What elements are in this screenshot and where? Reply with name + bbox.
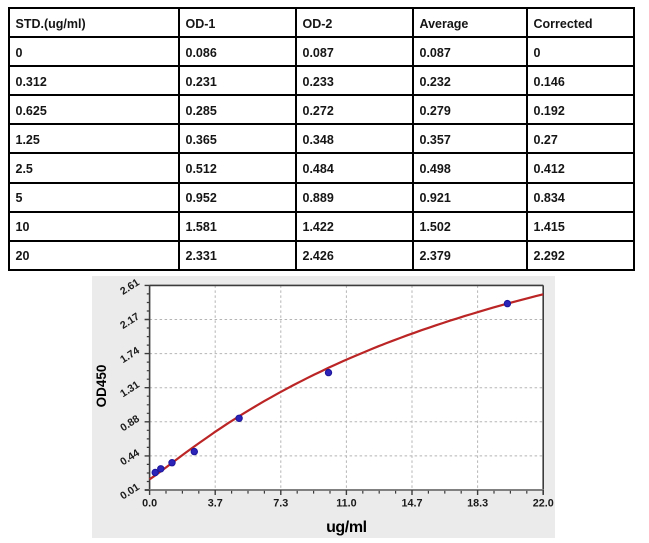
svg-text:18.3: 18.3: [467, 498, 488, 510]
svg-text:7.3: 7.3: [273, 498, 288, 510]
svg-text:14.7: 14.7: [401, 498, 422, 510]
svg-text:3.7: 3.7: [208, 498, 223, 510]
svg-text:22.0: 22.0: [533, 498, 554, 510]
svg-text:0.0: 0.0: [142, 498, 157, 510]
svg-text:ug/ml: ug/ml: [326, 519, 367, 536]
svg-text:11.0: 11.0: [336, 498, 356, 510]
svg-text:OD450: OD450: [94, 365, 109, 408]
